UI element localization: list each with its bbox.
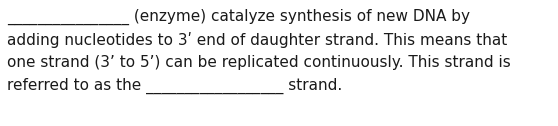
Text: adding nucleotides to 3ʹ end of daughter strand. This means that: adding nucleotides to 3ʹ end of daughter… <box>7 32 507 48</box>
Text: one strand (3’ to 5’) can be replicated continuously. This strand is: one strand (3’ to 5’) can be replicated … <box>7 55 511 70</box>
Text: ________________ (enzyme) catalyze synthesis of new DNA by: ________________ (enzyme) catalyze synth… <box>7 9 470 25</box>
Text: referred to as the __________________ strand.: referred to as the __________________ st… <box>7 78 342 94</box>
